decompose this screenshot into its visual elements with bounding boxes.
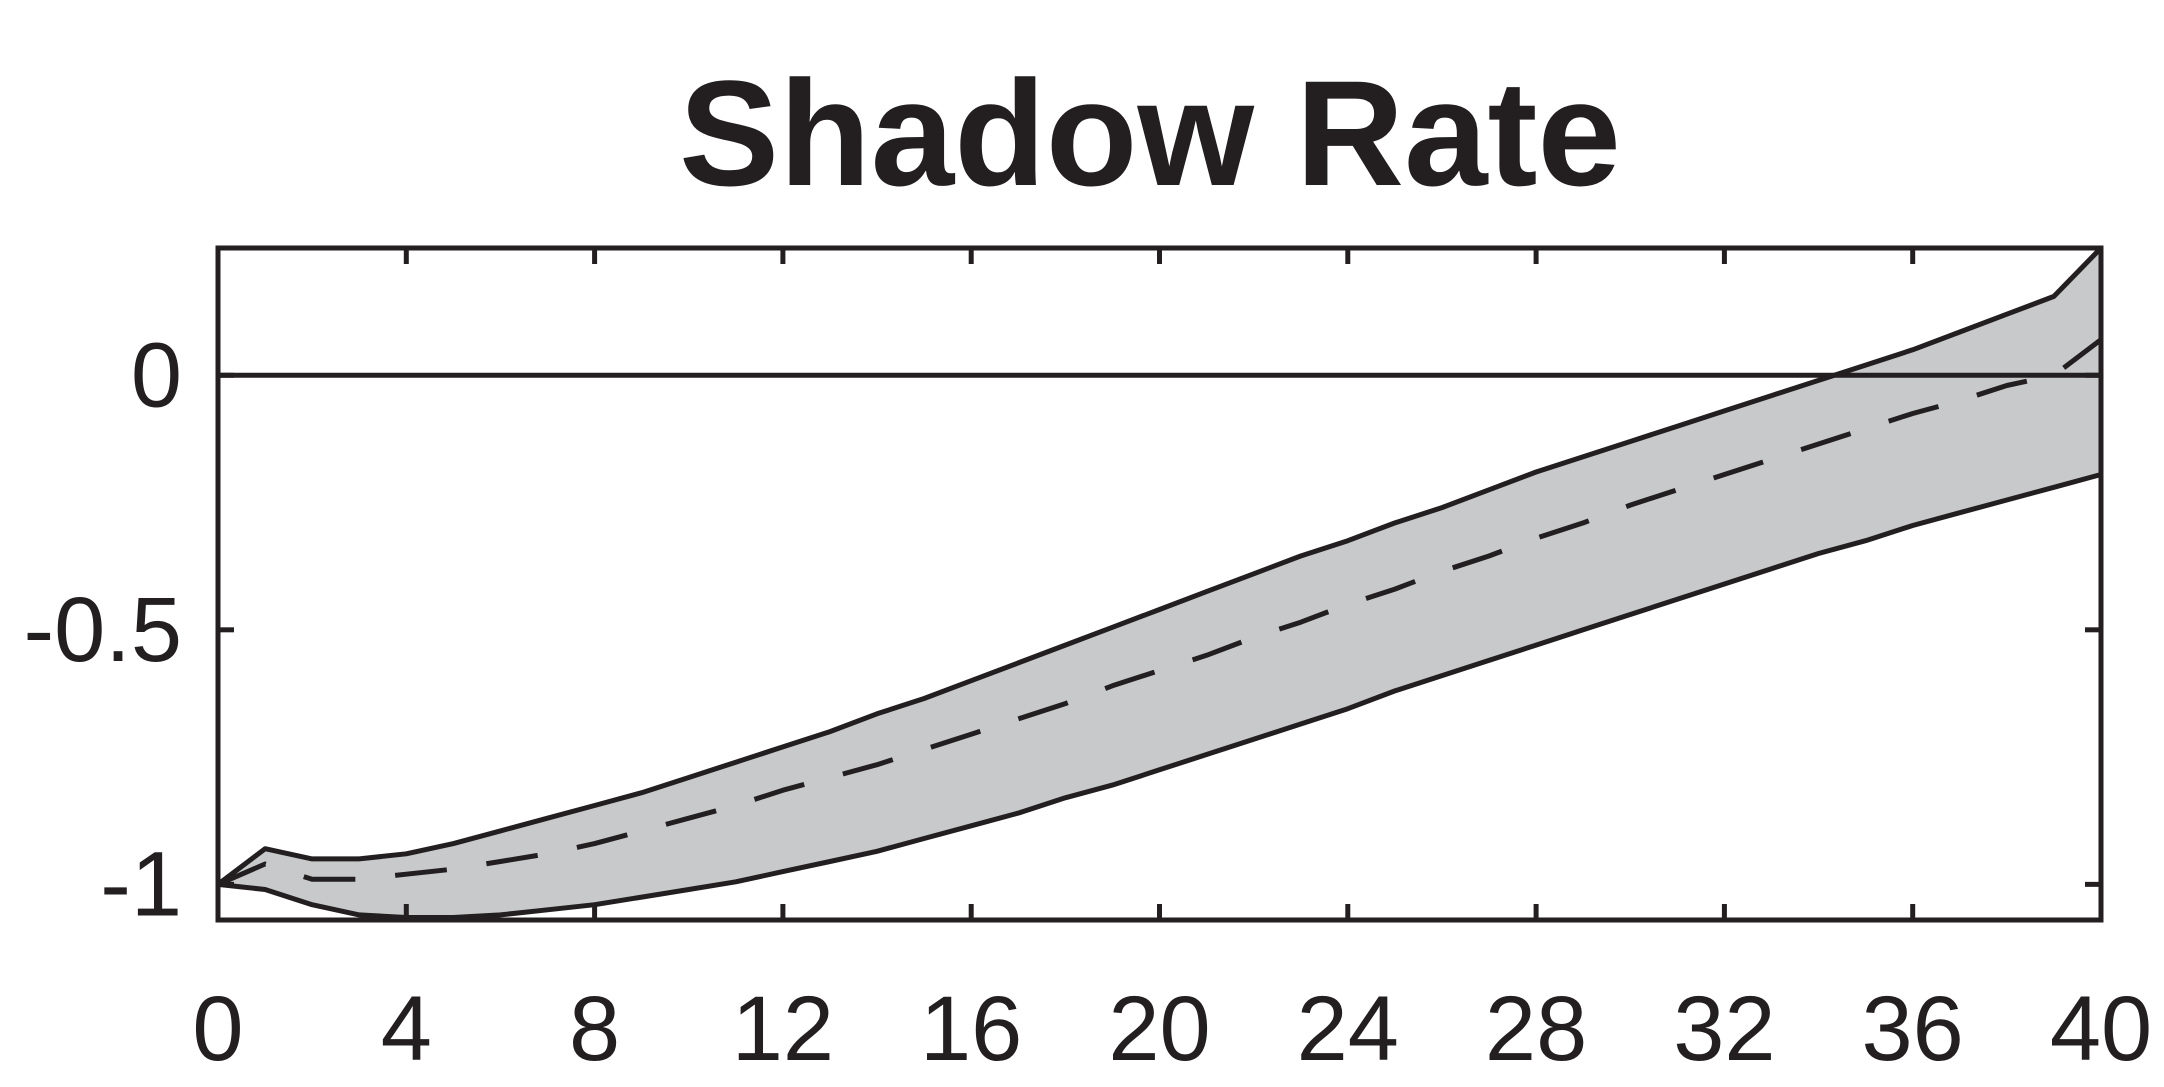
y-tick-label: 0 <box>131 324 182 426</box>
upper-band-line <box>216 246 2103 887</box>
x-tick-label: 24 <box>1297 978 1399 1080</box>
confidence-band <box>218 248 2101 918</box>
x-tick-label: 28 <box>1485 978 1587 1080</box>
x-tick-label: 0 <box>192 978 243 1080</box>
plot-area: 0 4 8 12 16 20 24 28 32 36 40 0 -0.5 -1 <box>23 245 2152 1080</box>
x-tick-label: 4 <box>381 978 432 1080</box>
x-tick-label: 36 <box>1862 978 1964 1080</box>
x-tick-label: 20 <box>1108 978 1210 1080</box>
x-tick-label: 16 <box>920 978 1022 1080</box>
y-tick-label: -1 <box>100 833 182 935</box>
x-tick-label: 8 <box>569 978 620 1080</box>
x-tick-label: 12 <box>732 978 834 1080</box>
plot-frame <box>215 245 2104 923</box>
median-line <box>217 337 2103 887</box>
x-tick-label: 40 <box>2050 978 2152 1080</box>
chart-title: Shadow Rate <box>679 49 1621 217</box>
lower-band-line <box>217 472 2102 920</box>
x-tick-label: 32 <box>1673 978 1775 1080</box>
y-tick-label: -0.5 <box>23 579 182 681</box>
